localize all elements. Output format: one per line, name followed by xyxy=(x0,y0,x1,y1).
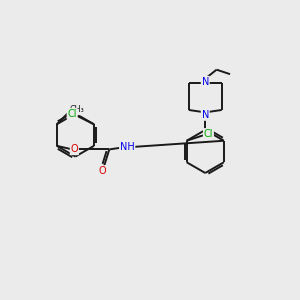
Text: NH: NH xyxy=(120,142,135,152)
Text: Cl: Cl xyxy=(68,109,77,119)
Text: Cl: Cl xyxy=(204,129,213,139)
Text: O: O xyxy=(70,144,78,154)
Text: CH₃: CH₃ xyxy=(70,106,84,115)
Text: N: N xyxy=(202,76,209,87)
Text: N: N xyxy=(202,110,209,120)
Text: O: O xyxy=(99,166,106,176)
